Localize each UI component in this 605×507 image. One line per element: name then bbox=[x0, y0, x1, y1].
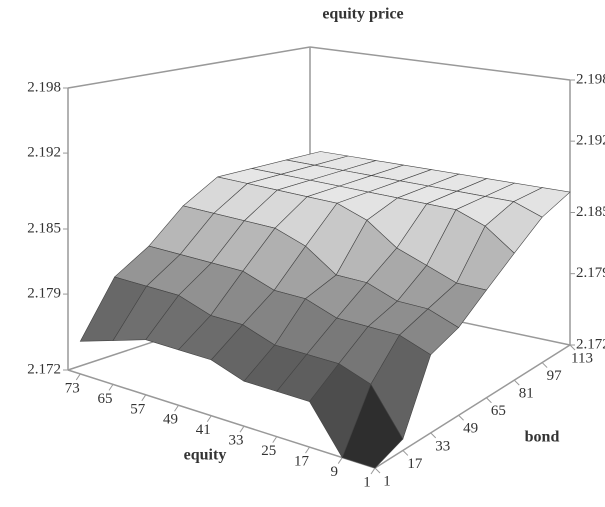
y-tick-label: 81 bbox=[519, 386, 534, 402]
x-tick bbox=[141, 394, 147, 402]
y-tick-label: 49 bbox=[463, 421, 478, 437]
x-tick bbox=[206, 415, 212, 423]
x-tick-label: 49 bbox=[163, 412, 178, 428]
y-tick bbox=[541, 362, 548, 368]
x-tick bbox=[75, 373, 81, 381]
x-tick-label: 25 bbox=[261, 443, 276, 459]
x-tick bbox=[337, 457, 343, 464]
y-tick bbox=[569, 344, 576, 351]
y-tick-label: 1 bbox=[383, 473, 391, 489]
x-tick-label: 33 bbox=[229, 433, 244, 449]
z-tick-label: 2.185 bbox=[576, 204, 605, 220]
x-tick-label: 1 bbox=[363, 474, 371, 490]
x-tick bbox=[108, 384, 114, 391]
x-tick bbox=[370, 467, 376, 475]
y-tick bbox=[513, 379, 520, 386]
x-tick bbox=[272, 436, 278, 443]
box-edge bbox=[67, 46, 311, 89]
x-tick-label: 41 bbox=[196, 422, 211, 438]
z-tick-label: 2.192 bbox=[576, 133, 605, 149]
x-tick-label: 65 bbox=[98, 391, 113, 407]
y-tick-label: 65 bbox=[491, 403, 506, 419]
x-axis-label: equity bbox=[184, 447, 227, 464]
z-tick-label: 2.172 bbox=[27, 361, 61, 377]
box-edge bbox=[309, 46, 571, 81]
y-tick bbox=[486, 397, 492, 404]
x-tick bbox=[174, 405, 179, 412]
box-edge bbox=[67, 369, 376, 469]
z-tick-label: 2.198 bbox=[27, 79, 61, 95]
x-tick-label: 73 bbox=[65, 380, 80, 396]
y-axis-label: bond bbox=[525, 429, 560, 446]
z-tick-label: 2.179 bbox=[27, 286, 61, 302]
z-tick-label: 2.172 bbox=[576, 336, 605, 352]
box-edge bbox=[374, 344, 571, 469]
x-tick-label: 17 bbox=[294, 454, 310, 470]
y-tick bbox=[374, 467, 381, 474]
y-tick-label: 97 bbox=[547, 368, 563, 384]
surface-patch bbox=[341, 383, 404, 469]
y-tick bbox=[458, 414, 464, 421]
x-tick bbox=[239, 425, 245, 433]
x-tick-label: 57 bbox=[130, 401, 146, 417]
x-tick bbox=[305, 446, 310, 454]
x-tick-label: 9 bbox=[331, 464, 339, 480]
z-tick-label: 2.185 bbox=[27, 220, 61, 236]
y-tick-label: 17 bbox=[407, 456, 423, 472]
chart-title: equity price bbox=[322, 6, 403, 23]
z-tick-label: 2.179 bbox=[576, 265, 605, 281]
y-tick bbox=[402, 450, 409, 456]
y-tick-label: 113 bbox=[571, 350, 593, 366]
z-tick-label: 2.198 bbox=[576, 71, 605, 87]
y-tick bbox=[430, 432, 437, 439]
z-tick-label: 2.192 bbox=[27, 145, 61, 161]
y-tick-label: 33 bbox=[435, 438, 450, 454]
